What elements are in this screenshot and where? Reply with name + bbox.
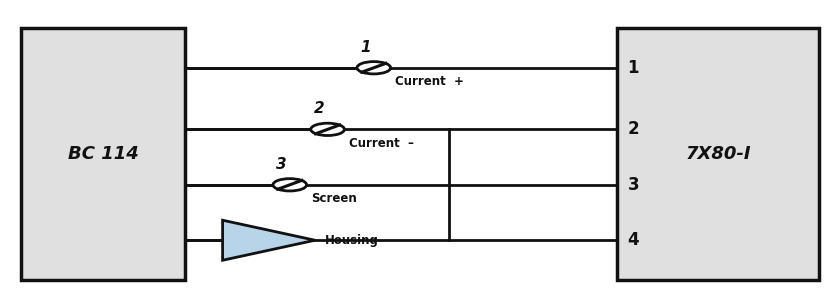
Text: 3: 3	[276, 157, 286, 172]
Text: 1: 1	[627, 59, 639, 77]
Text: 7X80-I: 7X80-I	[685, 145, 751, 163]
Text: Housing: Housing	[325, 234, 379, 247]
Text: 4: 4	[627, 231, 639, 249]
Text: Screen: Screen	[311, 192, 356, 205]
Circle shape	[273, 179, 307, 191]
Text: BC 114: BC 114	[67, 145, 139, 163]
Text: 2: 2	[314, 101, 324, 116]
Bar	[21, 28, 185, 280]
Text: 3: 3	[627, 176, 639, 194]
Text: Current  +: Current +	[395, 75, 464, 88]
Text: 2: 2	[627, 120, 639, 138]
Text: 1: 1	[360, 40, 370, 55]
Bar	[617, 28, 819, 280]
Polygon shape	[223, 220, 315, 260]
Circle shape	[311, 123, 344, 136]
Circle shape	[357, 62, 391, 74]
Text: Current  –: Current –	[349, 137, 413, 150]
